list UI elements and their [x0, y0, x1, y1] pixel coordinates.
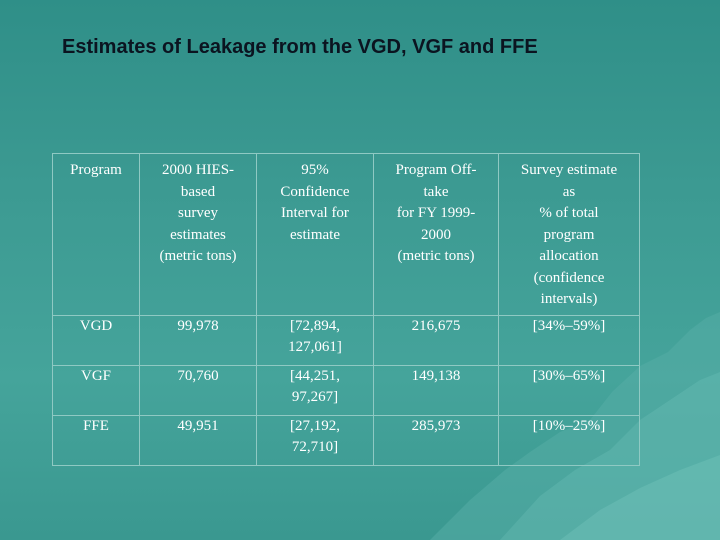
cell-hies-estimate: 70,760	[139, 364, 257, 416]
table-row-vgf: VGF 70,760 [44,251, 97,267] 149,138 [30%…	[52, 364, 640, 416]
table-row-vgd: VGD 99,978 [72,894, 127,061] 216,675 [34…	[52, 314, 640, 366]
header-hies-estimates: 2000 HIES- based survey estimates (metri…	[139, 153, 257, 316]
cell-survey-share: [30%–65%]	[498, 364, 640, 416]
header-program: Program	[52, 153, 140, 316]
header-confidence-interval: 95% Confidence Interval for estimate	[256, 153, 374, 316]
cell-confidence-interval: [44,251, 97,267]	[256, 364, 374, 416]
cell-survey-share: [34%–59%]	[498, 314, 640, 366]
header-survey-share: Survey estimate as % of total program al…	[498, 153, 640, 316]
cell-confidence-interval: [72,894, 127,061]	[256, 314, 374, 366]
cell-program-offtake: 149,138	[373, 364, 499, 416]
slide-title: Estimates of Leakage from the VGD, VGF a…	[62, 36, 538, 58]
cell-survey-share: [10%–25%]	[498, 414, 640, 466]
cell-program-offtake: 285,973	[373, 414, 499, 466]
cell-hies-estimate: 49,951	[139, 414, 257, 466]
cell-program: FFE	[52, 414, 140, 466]
table-row-ffe: FFE 49,951 [27,192, 72,710] 285,973 [10%…	[52, 414, 640, 466]
cell-program: VGF	[52, 364, 140, 416]
cell-program: VGD	[52, 314, 140, 366]
header-row: Program 2000 HIES- based survey estimate…	[52, 153, 640, 316]
header-program-offtake: Program Off- take for FY 1999- 2000 (met…	[373, 153, 499, 316]
leakage-table: Program 2000 HIES- based survey estimate…	[52, 153, 640, 466]
cell-confidence-interval: [27,192, 72,710]	[256, 414, 374, 466]
cell-hies-estimate: 99,978	[139, 314, 257, 366]
cell-program-offtake: 216,675	[373, 314, 499, 366]
